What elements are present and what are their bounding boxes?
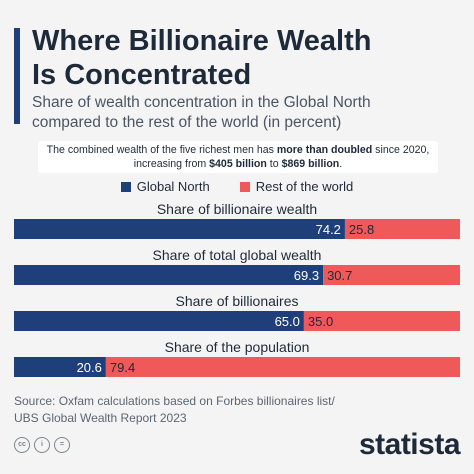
statista-logo: statista <box>358 428 461 461</box>
bar-rest-of-world <box>303 311 460 331</box>
bar-rest-of-world <box>344 219 460 239</box>
title-accent-bar <box>14 28 20 124</box>
callout-text: The combined wealth of the five richest … <box>46 144 277 156</box>
callout-line-1: The combined wealth of the five richest … <box>38 143 438 157</box>
callout-emphasis: $405 billion <box>209 158 267 170</box>
category-label: Share of billionaire wealth <box>157 201 317 217</box>
subtitle: Share of wealth concentration in the Glo… <box>32 93 452 133</box>
data-label: 79.4 <box>110 360 135 375</box>
bar-global-north <box>14 219 345 239</box>
chart-legend: Global North Rest of the world <box>0 179 474 195</box>
legend-swatch-global-north <box>120 182 131 192</box>
legend-label-rest-of-world: Rest of the world <box>255 179 354 194</box>
data-label: 20.6 <box>77 360 102 375</box>
legend-item-global-north: Global North <box>120 179 210 195</box>
subtitle-line-2: compared to the rest of the world (in pe… <box>32 114 342 131</box>
category-label: Share of total global wealth <box>153 247 322 263</box>
bar-global-north <box>14 311 304 331</box>
data-label: 65.0 <box>275 314 300 329</box>
data-label: 30.7 <box>327 268 352 283</box>
source-line-2: UBS Global Wealth Report 2023 <box>14 411 187 425</box>
data-label: 35.0 <box>308 314 333 329</box>
title-line-2: Is Concentrated <box>32 59 252 91</box>
page-title: Where Billionaire Wealth Is Concentrated <box>32 24 452 92</box>
bar-rest-of-world <box>323 265 460 285</box>
category-label: Share of billionaires <box>176 293 299 309</box>
callout-text: . <box>339 158 343 170</box>
bar-global-north <box>14 265 324 285</box>
source-note: Source: Oxfam calculations based on Forb… <box>14 393 394 427</box>
callout-line-2: increasing from $405 billion to $869 bil… <box>38 157 438 171</box>
category-label: Share of the population <box>165 339 310 355</box>
data-label: 74.2 <box>316 222 341 237</box>
subtitle-line-1: Share of wealth concentration in the Glo… <box>32 94 371 111</box>
bar-rest-of-world <box>105 357 460 377</box>
callout-text: since 2020, <box>372 144 430 156</box>
callout-emphasis: more than doubled <box>276 144 373 156</box>
callout-box: The combined wealth of the five richest … <box>38 141 438 173</box>
bar-global-north <box>14 357 106 377</box>
callout-text: increasing from <box>133 158 210 170</box>
license-icons: cc i = <box>14 437 70 453</box>
no-derivatives-icon: = <box>54 437 70 453</box>
data-label: 25.8 <box>349 222 374 237</box>
legend-item-rest-of-world: Rest of the world <box>239 179 354 195</box>
callout-text: to <box>266 158 282 170</box>
source-line-1: Source: Oxfam calculations based on Forb… <box>14 394 335 408</box>
stacked-bar-chart: Share of billionaire wealth 74.2 25.8 Share… <box>14 201 460 377</box>
creative-commons-icon: cc <box>14 437 30 453</box>
legend-swatch-rest-of-world <box>239 182 250 192</box>
callout-emphasis: $869 billion <box>281 158 340 170</box>
legend-label-global-north: Global North <box>136 179 210 194</box>
attribution-icon: i <box>34 437 50 453</box>
data-label: 69.3 <box>294 268 319 283</box>
title-line-1: Where Billionaire Wealth <box>32 25 372 57</box>
